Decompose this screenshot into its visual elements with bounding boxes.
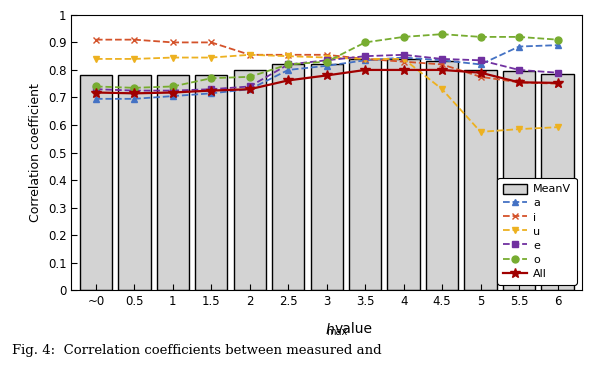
Bar xyxy=(233,70,266,290)
Bar xyxy=(387,59,420,290)
Text: max: max xyxy=(326,327,347,337)
Legend: MeanV, a, i, u, e, o, All: MeanV, a, i, u, e, o, All xyxy=(497,178,577,285)
Bar xyxy=(195,75,228,290)
Bar xyxy=(272,64,304,290)
Bar xyxy=(465,70,497,290)
Bar xyxy=(311,64,343,290)
Bar xyxy=(349,59,381,290)
Bar xyxy=(118,75,150,290)
Bar xyxy=(157,75,189,290)
Text: Fig. 4:  Correlation coefficients between measured and: Fig. 4: Correlation coefficients between… xyxy=(12,344,381,357)
Text: $h$: $h$ xyxy=(325,322,334,337)
Text: value: value xyxy=(334,322,372,336)
Bar xyxy=(426,61,458,290)
Bar xyxy=(541,74,574,290)
Bar xyxy=(80,75,112,290)
Y-axis label: Correlation coefficient: Correlation coefficient xyxy=(29,83,42,222)
Bar xyxy=(503,71,535,290)
